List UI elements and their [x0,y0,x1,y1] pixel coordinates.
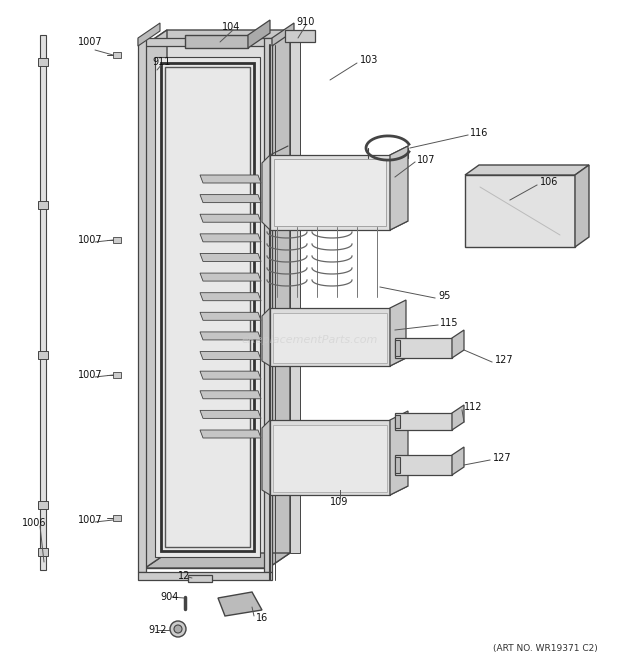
Circle shape [148,64,166,82]
Polygon shape [188,575,212,582]
Polygon shape [270,221,408,230]
Polygon shape [138,572,272,580]
Polygon shape [395,340,400,356]
Polygon shape [200,273,261,281]
Text: 127: 127 [493,453,512,463]
Text: 1006: 1006 [22,518,46,528]
Polygon shape [452,405,464,430]
Polygon shape [268,30,290,568]
Polygon shape [274,159,386,226]
Polygon shape [138,38,272,46]
Text: eReplacementParts.com: eReplacementParts.com [242,335,378,345]
Polygon shape [262,420,270,495]
Polygon shape [264,38,272,572]
Text: 910: 910 [296,17,314,27]
Polygon shape [273,425,387,492]
Polygon shape [200,332,261,340]
Polygon shape [200,371,261,379]
Polygon shape [200,253,261,262]
Polygon shape [290,30,300,553]
Polygon shape [200,214,261,222]
Text: 116: 116 [470,128,489,138]
Text: 106: 106 [540,177,559,187]
Polygon shape [390,411,408,495]
Polygon shape [395,413,452,430]
Polygon shape [200,175,261,183]
Polygon shape [270,308,390,366]
Text: 16: 16 [256,613,268,623]
Circle shape [155,71,159,75]
Polygon shape [452,447,464,475]
Polygon shape [38,501,48,509]
Polygon shape [390,146,408,230]
Polygon shape [262,308,270,366]
Polygon shape [38,548,48,556]
Polygon shape [145,553,290,568]
Polygon shape [395,338,452,358]
Polygon shape [200,430,261,438]
Polygon shape [218,592,262,616]
Polygon shape [200,293,261,301]
Polygon shape [390,300,406,366]
Polygon shape [272,23,294,46]
Polygon shape [113,515,121,521]
Text: 115: 115 [440,318,459,328]
Polygon shape [395,415,400,428]
Polygon shape [200,391,261,399]
Text: 911: 911 [152,57,171,67]
Polygon shape [40,35,46,570]
Polygon shape [113,237,121,243]
Polygon shape [395,455,452,475]
Polygon shape [185,35,248,48]
Polygon shape [145,30,290,45]
Polygon shape [270,486,408,495]
Circle shape [174,625,182,633]
Polygon shape [248,20,270,48]
Text: 109: 109 [330,497,348,507]
Text: 104: 104 [222,22,241,32]
Polygon shape [200,312,261,321]
Text: 127: 127 [495,355,513,365]
Polygon shape [262,155,270,230]
Text: 1007: 1007 [78,515,103,525]
Text: 912: 912 [148,625,167,635]
Polygon shape [200,410,261,418]
Polygon shape [270,358,406,366]
Polygon shape [145,30,167,568]
Text: 904: 904 [160,592,179,602]
Polygon shape [155,57,260,557]
Text: 95: 95 [438,291,450,301]
Polygon shape [200,352,261,360]
Polygon shape [465,165,589,175]
Text: 1007: 1007 [78,37,103,47]
Text: 1007: 1007 [78,235,103,245]
Polygon shape [465,175,575,247]
Polygon shape [200,194,261,203]
Polygon shape [138,38,146,572]
Text: 103: 103 [360,55,378,65]
Polygon shape [38,58,48,66]
Polygon shape [38,351,48,359]
Polygon shape [270,155,390,230]
Circle shape [170,621,186,637]
Polygon shape [200,234,261,242]
Polygon shape [113,372,121,378]
Text: 107: 107 [417,155,435,165]
Polygon shape [113,52,121,58]
Text: (ART NO. WR19371 C2): (ART NO. WR19371 C2) [494,644,598,652]
Text: 112: 112 [464,402,482,412]
Polygon shape [138,23,160,46]
Polygon shape [270,420,390,495]
Text: 12: 12 [178,571,190,581]
Polygon shape [575,165,589,247]
Circle shape [152,68,162,78]
Text: 1007: 1007 [78,370,103,380]
Polygon shape [38,201,48,209]
Polygon shape [452,330,464,358]
Polygon shape [285,30,315,42]
Polygon shape [395,457,400,473]
Polygon shape [273,313,387,363]
Polygon shape [145,45,268,568]
